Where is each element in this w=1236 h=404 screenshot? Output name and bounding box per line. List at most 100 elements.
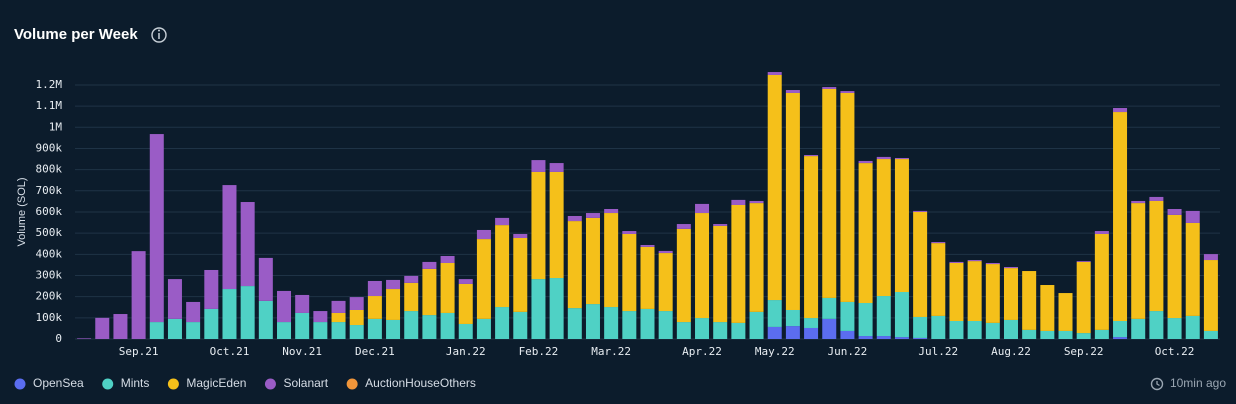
bar-segment xyxy=(1167,209,1182,215)
legend-item[interactable]: Solanart xyxy=(264,376,329,390)
bar-segment xyxy=(113,314,128,339)
bar-segment xyxy=(1040,330,1055,339)
bar-segment xyxy=(894,157,909,160)
bar-segment xyxy=(549,278,564,339)
y-tick-label: 300k xyxy=(36,268,63,281)
legend-swatch xyxy=(14,378,26,390)
y-tick-label: 1M xyxy=(49,120,63,133)
bar-segment xyxy=(840,330,855,339)
bar-segment xyxy=(640,246,655,309)
legend-item[interactable]: Mints xyxy=(102,376,149,390)
bar-segment xyxy=(713,224,728,226)
bar-segment xyxy=(313,322,328,339)
bar-segment xyxy=(513,238,528,312)
legend-item[interactable]: MagicEden xyxy=(167,376,247,390)
bar-segment xyxy=(440,312,455,339)
bar-segment xyxy=(1113,321,1128,338)
bar-segment xyxy=(1003,319,1018,339)
bar-segment xyxy=(931,315,946,339)
x-tick-label: Nov.21 xyxy=(282,345,322,358)
bar-segment xyxy=(1185,210,1200,223)
bar-segment xyxy=(622,233,637,312)
bar-segment xyxy=(804,156,819,319)
x-tick-label: Jun.22 xyxy=(828,345,868,358)
bar-segment xyxy=(1131,318,1146,339)
bar-segment xyxy=(295,294,310,313)
bar-segment xyxy=(1076,261,1091,334)
bar-segment xyxy=(804,155,819,157)
bar-segment xyxy=(840,301,855,331)
bar-segment xyxy=(404,275,419,283)
bar-segment xyxy=(167,318,182,339)
bar-segment xyxy=(658,250,673,254)
bar-segment xyxy=(1113,337,1128,339)
bar-segment xyxy=(858,303,873,337)
y-tick-label: 900k xyxy=(36,141,63,154)
bar-segment xyxy=(822,297,837,319)
bar-segment xyxy=(204,308,219,339)
bar-segment xyxy=(531,279,546,339)
bar-segment xyxy=(458,279,473,284)
bar-segment xyxy=(513,233,528,239)
bar-segment xyxy=(404,282,419,312)
bar-segment xyxy=(767,72,782,75)
bar-segment xyxy=(1094,233,1109,330)
bar-segment xyxy=(894,159,909,292)
bar-segment xyxy=(767,326,782,339)
bar-segment xyxy=(985,264,1000,323)
bar-segment xyxy=(1149,196,1164,201)
info-icon[interactable] xyxy=(151,27,167,43)
bar-segment xyxy=(622,311,637,339)
x-tick-label: Dec.21 xyxy=(355,345,395,358)
bar-segment xyxy=(422,268,437,316)
bar-segment xyxy=(967,321,982,339)
bar-segment xyxy=(840,91,855,93)
bar-segment xyxy=(858,160,873,164)
bar-segment xyxy=(985,322,1000,339)
bar-segment xyxy=(876,336,891,339)
bar-segment xyxy=(822,318,837,339)
updated-indicator: 10min ago xyxy=(1150,376,1226,391)
bar-segment xyxy=(495,307,510,339)
legend-item[interactable]: OpenSea xyxy=(14,376,85,390)
bar-segment xyxy=(1167,318,1182,339)
legend-item[interactable]: AuctionHouseOthers xyxy=(346,376,476,390)
bar-segment xyxy=(513,311,528,339)
x-tick-label: Oct.22 xyxy=(1155,345,1195,358)
bar-segment xyxy=(731,199,746,205)
bar-segment xyxy=(585,217,600,305)
bar-segment xyxy=(585,213,600,218)
bar-segment xyxy=(1167,214,1182,319)
bar-segment xyxy=(349,325,364,339)
bar-segment xyxy=(277,290,292,323)
bar-segment xyxy=(186,301,201,323)
legend-label: AuctionHouseOthers xyxy=(365,376,476,390)
bar-segment xyxy=(440,262,455,313)
y-tick-label: 600k xyxy=(36,205,63,218)
x-tick-label: Jan.22 xyxy=(446,345,486,358)
bar-segment xyxy=(95,317,110,339)
bar-segment xyxy=(894,291,909,338)
bar-segment xyxy=(549,171,564,279)
bar-segment xyxy=(822,87,837,89)
bar-segment xyxy=(1203,254,1218,261)
bar-segment xyxy=(476,318,491,339)
bar-segment xyxy=(422,315,437,339)
x-tick-label: Feb.22 xyxy=(519,345,559,358)
bar-segment xyxy=(913,211,928,317)
bar-segment xyxy=(604,307,619,339)
y-tick-label: 0 xyxy=(55,332,62,345)
bar-segment xyxy=(1113,112,1128,322)
bar-segment xyxy=(913,337,928,339)
x-tick-label: Mar.22 xyxy=(591,345,631,358)
bar-segment xyxy=(1022,271,1037,330)
bar-segment xyxy=(77,338,92,339)
bar-segment xyxy=(567,308,582,339)
bar-segment xyxy=(1094,329,1109,339)
legend-swatch xyxy=(167,378,179,390)
bar-segment xyxy=(1094,231,1109,234)
bar-segment xyxy=(858,163,873,304)
bar-segment xyxy=(913,316,928,338)
x-tick-label: Oct.21 xyxy=(210,345,250,358)
bar-segment xyxy=(785,92,800,310)
